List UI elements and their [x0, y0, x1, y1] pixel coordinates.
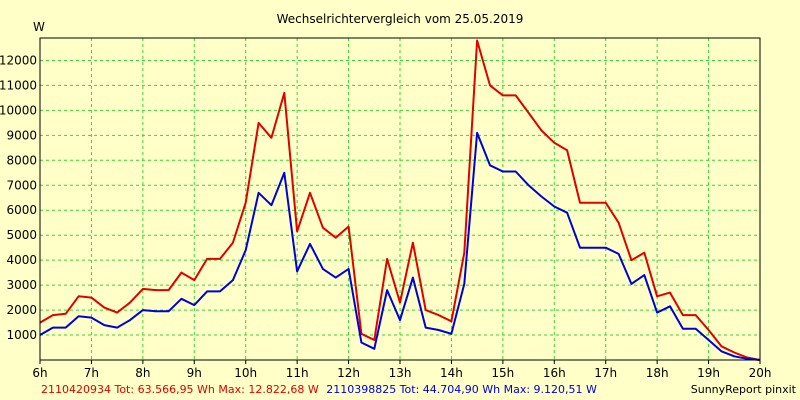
y-tick-labels: 1000 2000 3000 4000 5000 6000 7000 8000 9000 1000…	[0, 53, 37, 342]
footer-legend: 2110420934 Tot: 63.566,95 Wh Max: 12.822…	[41, 383, 597, 396]
series-lines	[39, 39, 761, 361]
x-tick-label: 20h	[749, 366, 772, 380]
y-axis-unit: W	[33, 20, 45, 34]
y-tick-label: 9000	[6, 128, 37, 142]
x-tick-label: 13h	[389, 366, 412, 380]
y-tick-label: 4000	[6, 253, 37, 267]
grid	[40, 38, 760, 360]
x-tick-label: 16h	[543, 366, 566, 380]
y-tick-label: 11000	[0, 78, 37, 92]
x-tick-label: 9h	[187, 366, 202, 380]
plot-frame	[39, 37, 761, 361]
series-line-1	[39, 39, 761, 361]
chart-title: Wechselrichtervergleich vom 25.05.2019	[277, 12, 524, 26]
x-tick-label: 19h	[697, 366, 720, 380]
y-tick-label: 3000	[6, 278, 37, 292]
x-tick-label: 6h	[32, 366, 47, 380]
x-tick-label: 15h	[491, 366, 514, 380]
y-tick-label: 10000	[0, 103, 37, 117]
legend-series-2: 2110398825 Tot: 44.704,90 Wh Max: 9.120,…	[326, 383, 597, 396]
x-tick-label: 11h	[286, 366, 309, 380]
y-tick-label: 6000	[6, 203, 37, 217]
x-tick-label: 18h	[646, 366, 669, 380]
x-tick-label: 14h	[440, 366, 463, 380]
x-tick-label: 10h	[234, 366, 257, 380]
series-line-2	[39, 131, 761, 361]
y-tick-label: 5000	[6, 228, 37, 242]
y-tick-label: 7000	[6, 178, 37, 192]
x-tick-label: 7h	[84, 366, 99, 380]
credit-text: SunnyReport pinxit	[691, 383, 797, 396]
y-tick-label: 2000	[6, 303, 37, 317]
x-tick-label: 17h	[594, 366, 617, 380]
y-tick-label: 1000	[6, 328, 37, 342]
y-tick-label: 8000	[6, 153, 37, 167]
x-tick-label: 8h	[135, 366, 150, 380]
legend-series-1: 2110420934 Tot: 63.566,95 Wh Max: 12.822…	[41, 383, 319, 396]
x-tick-label: 12h	[337, 366, 360, 380]
x-tick-labels: 6h 7h 8h 9h 10h 11h 12h 13h 14h 15h 16h 17h 18h 19h 20…	[32, 360, 771, 380]
y-tick-label: 12000	[0, 53, 37, 67]
